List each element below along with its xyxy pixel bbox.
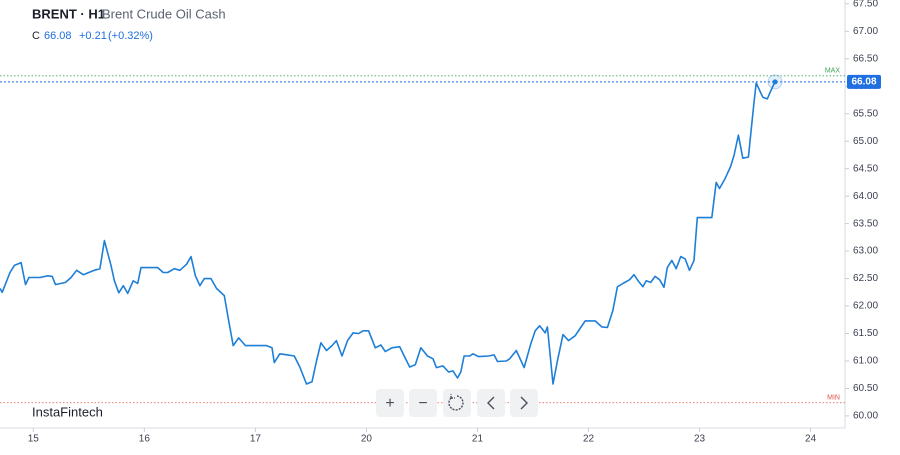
last-price-label: 66.08 (851, 77, 876, 88)
x-tick-label: 15 (28, 434, 40, 445)
y-tick-label: 65.00 (853, 136, 878, 147)
y-tick-label: 60.50 (853, 383, 878, 394)
instrument-name: Brent Crude Oil Cash (102, 6, 226, 21)
y-tick-label: 63.50 (853, 218, 878, 229)
change: +0.21 (79, 30, 107, 42)
x-tick-label: 17 (250, 434, 262, 445)
y-tick-label: 61.50 (853, 328, 878, 339)
y-tick-label: 63.00 (853, 246, 878, 257)
zoom-out-icon: − (418, 395, 427, 412)
last-point (772, 79, 778, 85)
x-tick-label: 22 (583, 434, 595, 445)
y-tick-label: 61.00 (853, 356, 878, 367)
toolbar: + − (376, 389, 538, 417)
zoom-out-button[interactable]: − (409, 389, 437, 417)
y-tick-label: 67.00 (853, 26, 878, 37)
left-icon (487, 396, 495, 410)
x-tick-label: 21 (472, 434, 484, 445)
x-tick-label: 23 (694, 434, 706, 445)
y-tick-label: 62.00 (853, 301, 878, 312)
y-tick-label: 62.50 (853, 273, 878, 284)
zoom-in-button[interactable]: + (376, 389, 404, 417)
zoom-in-icon: + (385, 395, 394, 412)
reference-label: MIN (827, 395, 840, 402)
reset-button[interactable] (443, 389, 471, 417)
x-tick-label: 24 (805, 434, 817, 445)
reset-icon (448, 394, 464, 411)
y-tick-label: 60.00 (853, 411, 878, 422)
y-tick-label: 66.50 (853, 53, 878, 64)
y-tick-label: 65.50 (853, 108, 878, 119)
close-value: 66.08 (44, 30, 72, 42)
reference-label: MAX (825, 68, 841, 75)
last-price-box (847, 74, 881, 89)
y-tick-label: 64.00 (853, 191, 878, 202)
close-label: C (32, 30, 40, 42)
y-tick-label: 67.50 (853, 0, 878, 9)
change-percent: (+0.32%) (108, 30, 153, 42)
right-icon (520, 396, 528, 410)
x-tick-label: 16 (139, 434, 151, 445)
x-tick-label: 20 (361, 434, 373, 445)
scroll-left-button[interactable] (477, 389, 505, 417)
y-tick-label: 64.50 (853, 163, 878, 174)
scroll-right-button[interactable] (510, 389, 538, 417)
watermark: InstaFintech (32, 404, 103, 419)
price-line (0, 81, 776, 385)
symbol: BRENT · H1 (32, 6, 105, 21)
